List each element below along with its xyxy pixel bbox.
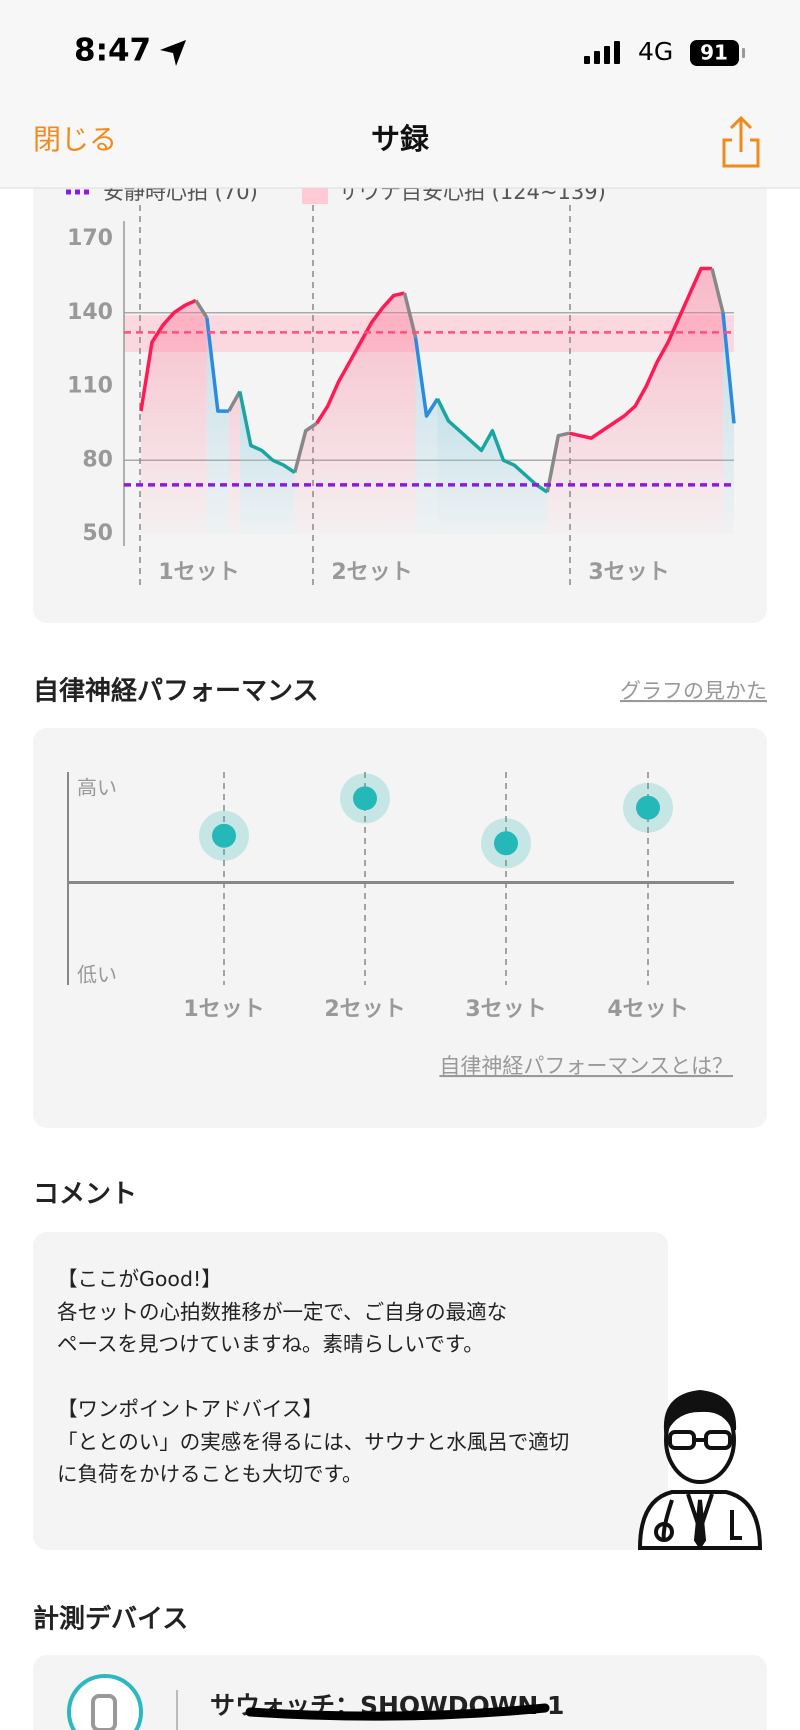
point (636, 795, 660, 820)
x-tick-label: 1セット (183, 997, 264, 1022)
y-tick-label: 低い (77, 963, 117, 987)
section-heading: 自律神経パフォーマンス (33, 676, 318, 707)
redaction (245, 1703, 550, 1721)
x-tick-label: 3セット (465, 997, 546, 1022)
y-tick-label: 110 (67, 374, 113, 399)
point (494, 831, 518, 856)
x-tick-label: 4セット (607, 997, 688, 1022)
area (239, 391, 548, 534)
battery-level: 91 (700, 41, 728, 65)
comment-line: ペースを見つけていますね。素晴らしいです。 (57, 1332, 484, 1356)
share-button[interactable] (722, 115, 760, 168)
set-label: 3セット (588, 560, 669, 585)
y-tick-label: 高い (77, 776, 117, 800)
heart-rate-line (238, 391, 549, 494)
comment-line: 【ワンポイントアドバイス】 (57, 1397, 323, 1421)
signal-icon (584, 41, 620, 64)
comment-line: 各セットの心拍数推移が一定で、ご自身の最適な (57, 1300, 507, 1324)
heart-rate-line (194, 268, 725, 493)
device-card (33, 1655, 767, 1730)
about-link[interactable]: 自律神経パフォーマンスとは？ (439, 1054, 733, 1078)
set-label: 2セット (331, 560, 412, 585)
comment-card (33, 1232, 668, 1550)
device-icon (91, 1694, 117, 1730)
header: 8:47 4G 91 閉じる サ録 (0, 0, 800, 189)
location-icon (160, 40, 186, 66)
close-button[interactable]: 閉じる (33, 123, 117, 156)
doctor-icon (637, 1389, 763, 1550)
content: 自律神経パフォーマンス グラフの見かた 自律神経パフォーマンスとは？ コメント … (33, 160, 767, 1730)
set-label: 1セット (158, 560, 239, 585)
section-heading: 計測デバイス (33, 1604, 188, 1635)
time: 8:47 (74, 33, 151, 69)
battery (690, 40, 739, 66)
y-tick-label: 170 (67, 226, 113, 251)
y-tick-label: 140 (67, 300, 113, 325)
x-tick-label: 2セット (324, 997, 405, 1022)
section-heading: コメント (33, 1180, 137, 1210)
comment-line: 「ととのい」の実感を得るには、サウナと水風呂で適切 (57, 1430, 569, 1454)
battery-tip (742, 48, 745, 58)
point (353, 786, 377, 811)
legend-swatch (302, 186, 328, 204)
help-link[interactable]: グラフの見かた (620, 679, 767, 703)
heart-rate-line (139, 266, 713, 440)
nav-bg (0, 0, 800, 188)
comment-line: に負荷をかけることも大切です。 (57, 1462, 362, 1486)
point (212, 823, 236, 848)
nav-title: サ録 (371, 122, 430, 156)
comment-line: 【ここがGood!】 (57, 1267, 222, 1291)
y-tick-label: 50 (82, 521, 113, 546)
y-tick-label: 80 (82, 447, 113, 472)
network: 4G (638, 37, 673, 66)
device-icon (67, 1674, 143, 1730)
